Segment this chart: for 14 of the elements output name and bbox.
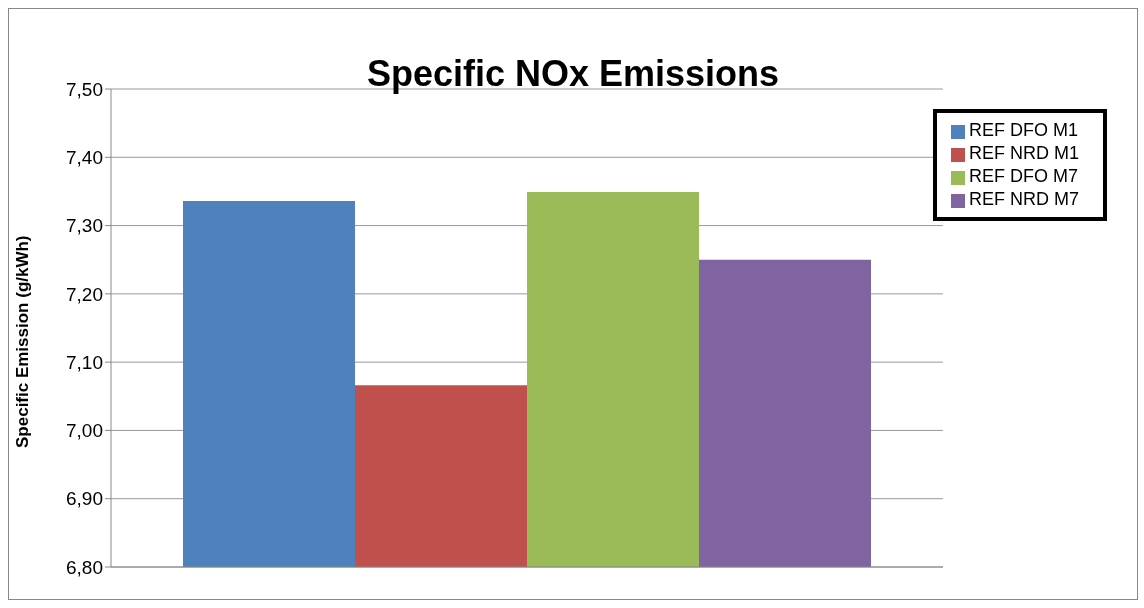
y-tick-label: 6,90 <box>66 488 103 510</box>
legend-label: REF NRD M7 <box>968 189 1079 209</box>
y-tick-label: 7,20 <box>66 283 103 305</box>
legend-label: REF NRD M1 <box>968 143 1079 163</box>
y-tick-label: 7,40 <box>66 147 103 169</box>
y-tick-label: 7,00 <box>66 420 103 442</box>
y-tick-label: 7,10 <box>66 351 103 373</box>
legend-label: REF DFO M7 <box>968 166 1078 186</box>
y-tick-label: 7,50 <box>66 78 103 100</box>
chart-title: Specific NOx Emissions <box>366 53 780 94</box>
y-tick-label: 7,30 <box>66 215 103 237</box>
y-tick-label: 6,80 <box>66 556 103 578</box>
y-axis-title: Specific Emission (g/kWh) <box>13 235 33 448</box>
legend-label: REF DFO M1 <box>968 120 1078 140</box>
